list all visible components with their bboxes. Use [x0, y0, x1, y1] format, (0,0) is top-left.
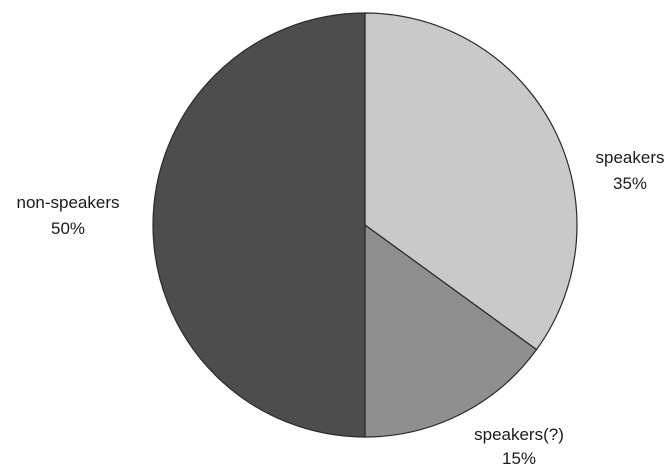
- pie-slices: [152, 12, 578, 438]
- pie-slice-non-speakers: [152, 12, 366, 438]
- pie-labels: speakers 35% speakers(?) 15% non-speakers 50%: [16, 148, 664, 466]
- slice-percent-label: 15%: [502, 449, 536, 466]
- pie-slice-speakers: [364, 12, 578, 351]
- pie-slice-speakers: [364, 223, 538, 438]
- slice-name-label: speakers: [596, 148, 665, 167]
- slice-percent-label: 35%: [613, 174, 647, 193]
- slice-name-label: non-speakers: [16, 193, 119, 212]
- slice-percent-label: 50%: [51, 219, 85, 238]
- slice-name-label: speakers(?): [474, 425, 564, 444]
